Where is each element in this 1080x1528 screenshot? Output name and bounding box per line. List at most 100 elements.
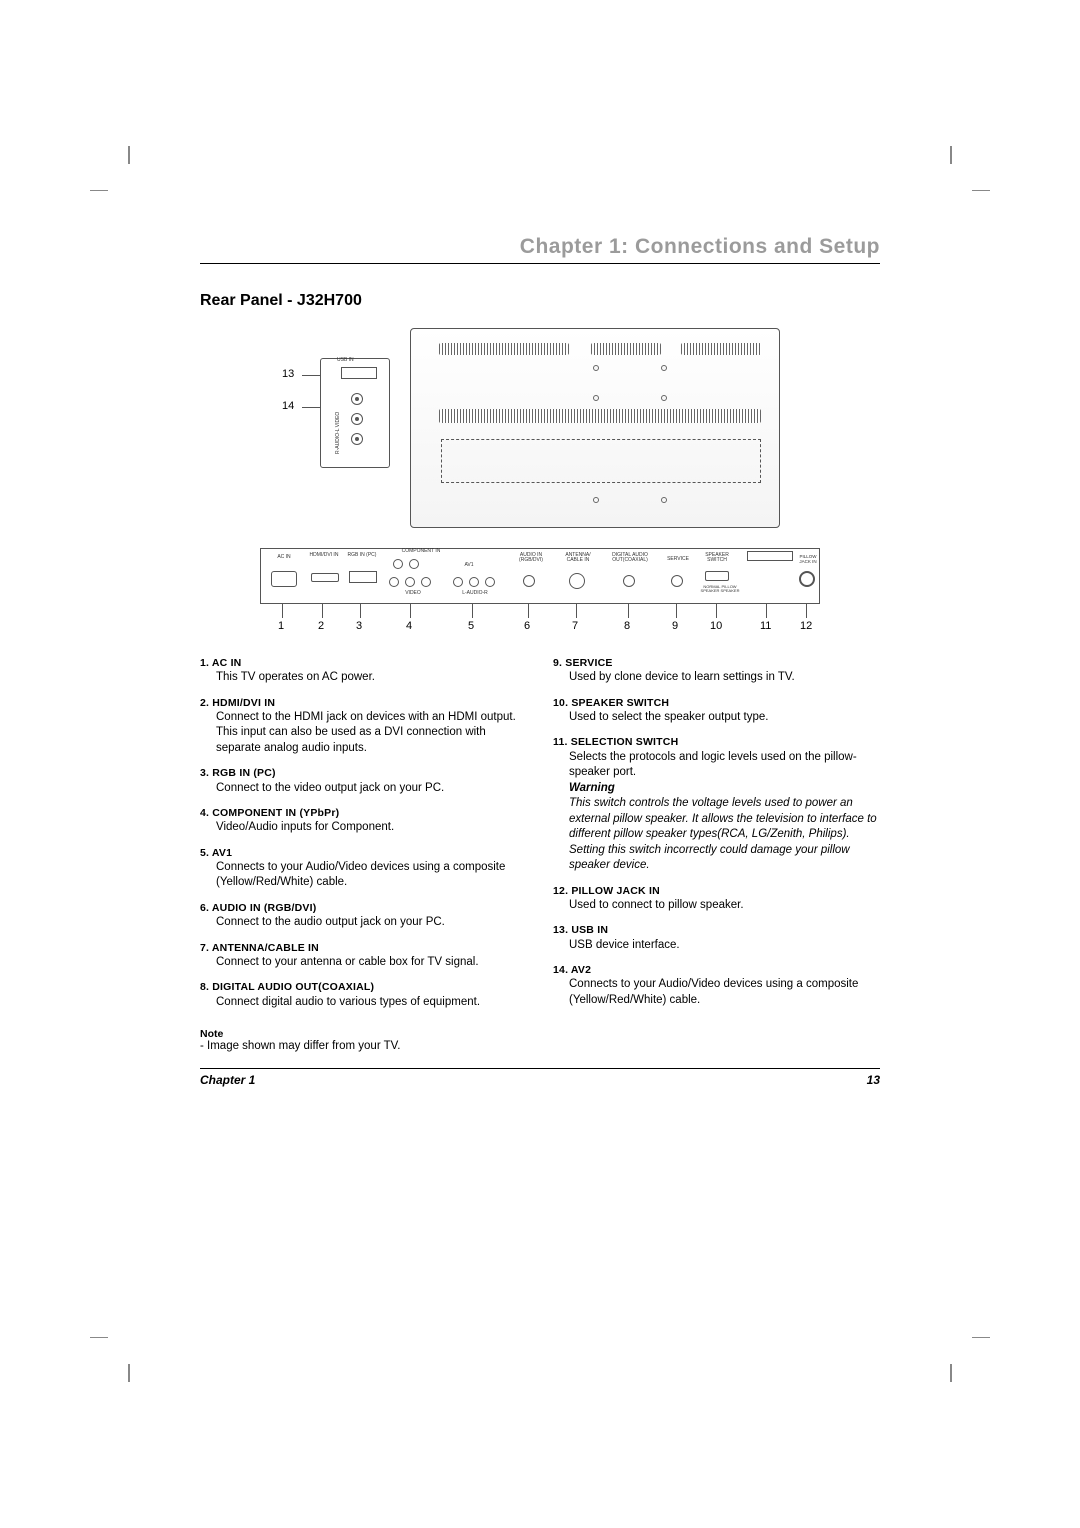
- description-item: 10. SPEAKER SWITCHUsed to select the spe…: [553, 696, 880, 726]
- description-item: 2. HDMI/DVI INConnect to the HDMI jack o…: [200, 696, 527, 757]
- item-heading: 1. AC IN: [200, 656, 527, 670]
- description-item: 13. USB INUSB device interface.: [553, 923, 880, 953]
- diagram-number: 2: [318, 620, 324, 632]
- component-jack: [405, 577, 415, 587]
- leader-line: [360, 604, 361, 618]
- rear-panel-diagram: 13 14 USB IN R-AUDIO-L VIDEO AC I: [260, 328, 820, 638]
- leader-line: [472, 604, 473, 618]
- digital-audio-jack: [623, 575, 635, 587]
- item-body: USB device interface.: [553, 938, 880, 954]
- description-item: 12. PILLOW JACK INUsed to connect to pil…: [553, 884, 880, 914]
- item-body: Connect to your antenna or cable box for…: [200, 955, 527, 971]
- description-item: 7. ANTENNA/CABLE INConnect to your anten…: [200, 941, 527, 971]
- screw: [593, 497, 599, 503]
- diagram-number: 8: [624, 620, 630, 632]
- note-heading: Note: [200, 1028, 880, 1040]
- port-label: L-AUDIO-R: [453, 591, 497, 596]
- vga-port: [349, 571, 377, 583]
- leader-line: [410, 604, 411, 618]
- description-item: 4. COMPONENT IN (YPbPr)Video/Audio input…: [200, 806, 527, 836]
- item-body: Used to connect to pillow speaker.: [553, 898, 880, 914]
- item-body: Used to select the speaker output type.: [553, 710, 880, 726]
- port-label: RGB IN (PC): [347, 553, 377, 558]
- usb-label: USB IN: [337, 357, 354, 363]
- crop-mark: [950, 146, 952, 164]
- port-label: VIDEO: [389, 591, 437, 596]
- item-heading: 4. COMPONENT IN (YPbPr): [200, 806, 527, 820]
- leader-line: [282, 604, 283, 618]
- port-label: AUDIO IN (RGB/DVI): [511, 553, 551, 563]
- ac-in-port: [271, 571, 297, 587]
- note-body: - Image shown may differ from your TV.: [200, 1040, 880, 1052]
- diagram-number: 1: [278, 620, 284, 632]
- hdmi-port: [311, 573, 339, 582]
- item-body: Video/Audio inputs for Component.: [200, 820, 527, 836]
- vent: [439, 343, 569, 355]
- description-item: 5. AV1Connects to your Audio/Video devic…: [200, 846, 527, 891]
- diagram-number: 11: [760, 620, 771, 632]
- selection-switch: [747, 551, 793, 561]
- port-label: NORMAL PILLOW SPEAKER SPEAKER: [695, 585, 745, 593]
- leader-line: [806, 604, 807, 618]
- item-heading: 3. RGB IN (PC): [200, 766, 527, 780]
- item-heading: 13. USB IN: [553, 923, 880, 937]
- diagram-number: 6: [524, 620, 530, 632]
- crop-mark: [90, 190, 108, 191]
- item-body: Connect to the video output jack on your…: [200, 781, 527, 797]
- component-jack: [389, 577, 399, 587]
- vent: [681, 343, 761, 355]
- port-label: SERVICE: [661, 557, 695, 562]
- item-body: Connects to your Audio/Video devices usi…: [200, 860, 527, 891]
- footer-chapter: Chapter 1: [200, 1073, 255, 1087]
- rca-jack: [351, 433, 363, 445]
- description-columns: 1. AC INThis TV operates on AC power.2. …: [200, 656, 880, 1020]
- crop-mark: [128, 1364, 130, 1382]
- item-heading: 14. AV2: [553, 963, 880, 977]
- component-jack: [409, 559, 419, 569]
- diagram-number: 12: [800, 620, 812, 632]
- leader-line: [676, 604, 677, 618]
- leader-line: [716, 604, 717, 618]
- vent: [591, 343, 661, 355]
- item-heading: 6. AUDIO IN (RGB/DVI): [200, 901, 527, 915]
- item-body: Connect to the HDMI jack on devices with…: [200, 710, 527, 757]
- description-item: 8. DIGITAL AUDIO OUT(COAXIAL)Connect dig…: [200, 980, 527, 1010]
- number-row: 1 2 3 4 5 6 7 8 9 10 11 12: [260, 620, 820, 636]
- speaker-switch: [705, 571, 729, 581]
- footer-page-number: 13: [867, 1073, 880, 1087]
- leader-line: [528, 604, 529, 618]
- leader-line: [628, 604, 629, 618]
- description-item: 9. SERVICEUsed by clone device to learn …: [553, 656, 880, 686]
- diagram-number: 7: [572, 620, 578, 632]
- leader-line: [576, 604, 577, 618]
- left-column: 1. AC INThis TV operates on AC power.2. …: [200, 656, 527, 1020]
- port-label: AC IN: [269, 555, 299, 560]
- crop-mark: [950, 1364, 952, 1382]
- item-body: Connect digital audio to various types o…: [200, 995, 527, 1011]
- av1-jack: [469, 577, 479, 587]
- bottom-connector-strip: AC IN HDMI/DVI IN RGB IN (PC) COMPONENT …: [260, 548, 820, 604]
- item-body: Connects to your Audio/Video devices usi…: [553, 977, 880, 1008]
- description-item: 3. RGB IN (PC)Connect to the video outpu…: [200, 766, 527, 796]
- description-item: 6. AUDIO IN (RGB/DVI)Connect to the audi…: [200, 901, 527, 931]
- rca-jack: [351, 393, 363, 405]
- item-heading: 10. SPEAKER SWITCH: [553, 696, 880, 710]
- crop-mark: [128, 146, 130, 164]
- item-heading: 5. AV1: [200, 846, 527, 860]
- item-heading: 11. SELECTION SWITCH: [553, 735, 880, 749]
- screw: [661, 497, 667, 503]
- item-body: Used by clone device to learn settings i…: [553, 670, 880, 686]
- diagram-number: 3: [356, 620, 362, 632]
- screw: [661, 395, 667, 401]
- diagram-number: 4: [406, 620, 412, 632]
- port-label: ANTENNA/ CABLE IN: [557, 553, 599, 563]
- port-label: HDMI/DVI IN: [307, 553, 341, 558]
- leader-line: [766, 604, 767, 618]
- side-panel: USB IN R-AUDIO-L VIDEO: [320, 358, 390, 468]
- dashed-outline: [441, 439, 761, 483]
- item-body: Connect to the audio output jack on your…: [200, 915, 527, 931]
- tv-body: [410, 328, 780, 528]
- page-footer: Chapter 1 13: [200, 1068, 880, 1087]
- av2-label: R-AUDIO-L VIDEO: [335, 412, 341, 454]
- screw: [593, 365, 599, 371]
